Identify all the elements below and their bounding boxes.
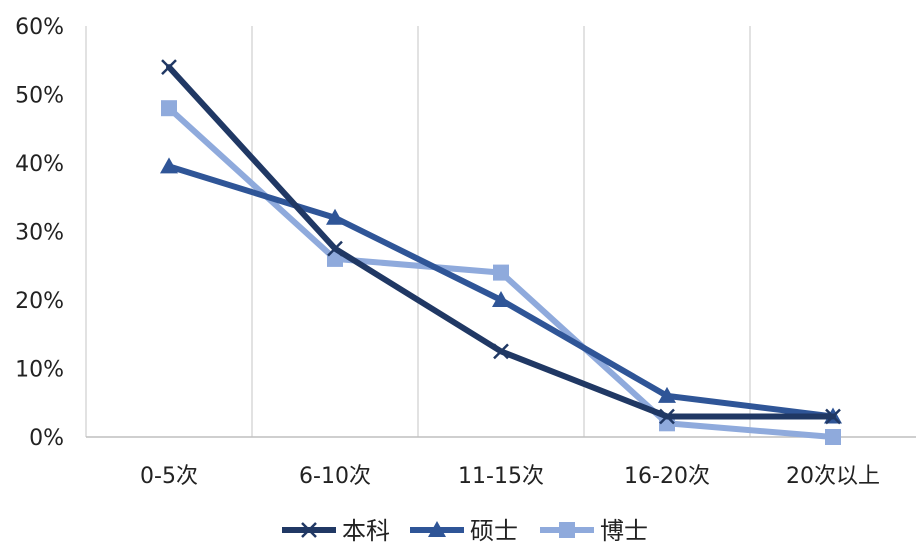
data-point	[327, 250, 343, 267]
series-2	[161, 100, 841, 445]
legend-item: 本科	[282, 517, 390, 544]
x-marker-stroke	[659, 408, 675, 425]
x-tick-label: 16-20次	[624, 464, 710, 489]
legend-item: 博士	[540, 517, 648, 544]
legend-item: 硕士	[410, 517, 518, 544]
data-point	[161, 59, 177, 75]
legend-label: 博士	[600, 517, 648, 544]
x-marker-stroke	[301, 522, 317, 538]
y-axis: 0% 10% 20% 30% 40% 50% 60%	[15, 15, 64, 451]
y-tick-label: 30%	[15, 221, 64, 246]
x-tick-label: 6-10次	[299, 464, 371, 489]
x-tick-label: 20次以上	[786, 464, 880, 489]
legend-marker	[428, 521, 446, 537]
y-tick-label: 40%	[15, 152, 64, 177]
y-tick-label: 0%	[29, 426, 64, 451]
data-point	[492, 291, 510, 307]
series-1	[160, 157, 842, 424]
data-point	[161, 100, 177, 117]
legend-label: 硕士	[470, 517, 518, 544]
gridlines	[85, 26, 916, 438]
legend-label: 本科	[342, 517, 390, 544]
series-line	[166, 64, 836, 420]
x-axis: 0-5次 6-10次 11-15次 16-20次 20次以上	[140, 464, 880, 489]
x-tick-label: 11-15次	[458, 464, 544, 489]
y-tick-label: 60%	[15, 15, 64, 40]
data-point	[327, 240, 343, 257]
data-point	[493, 264, 509, 281]
x-marker-stroke	[327, 240, 343, 257]
data-point	[326, 208, 344, 225]
y-tick-label: 10%	[15, 358, 64, 383]
x-marker-stroke	[493, 343, 509, 360]
legend-marker	[301, 522, 317, 538]
legend: 本科 硕士 博士	[282, 517, 648, 544]
data-point	[825, 408, 841, 425]
x-marker-stroke	[161, 59, 177, 75]
data-point	[659, 408, 675, 425]
x-tick-label: 0-5次	[140, 464, 198, 489]
data-point	[160, 157, 178, 174]
legend-marker	[559, 522, 575, 538]
data-point	[493, 343, 509, 360]
data-point	[825, 429, 841, 445]
series-0	[161, 59, 841, 425]
series-layer	[160, 59, 842, 445]
y-tick-label: 20%	[15, 289, 64, 314]
data-point	[658, 386, 676, 403]
x-marker-stroke	[825, 408, 841, 425]
y-tick-label: 50%	[15, 84, 64, 109]
